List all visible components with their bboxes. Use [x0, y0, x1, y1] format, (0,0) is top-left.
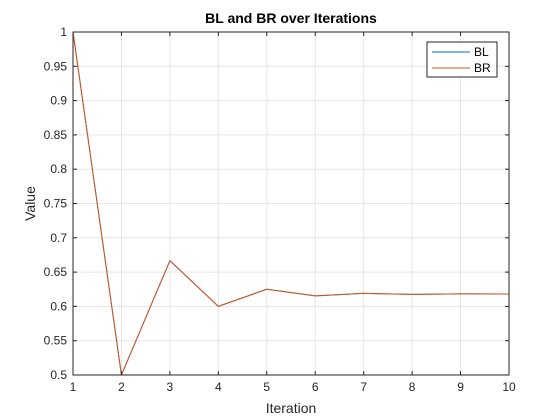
legend: BL BR: [426, 41, 498, 78]
y-tick-label: 0.55: [44, 334, 68, 348]
x-tick-label: 10: [502, 380, 516, 394]
y-tick-label: 0.5: [50, 368, 67, 382]
y-tick-label: 0.6: [50, 299, 67, 313]
y-tick-label: 0.8: [50, 162, 67, 176]
y-tick-label: 0.7: [50, 231, 67, 245]
x-tick-label: 8: [409, 380, 416, 394]
y-tick-label: 0.9: [50, 94, 67, 108]
x-axis-label: Iteration: [266, 400, 317, 416]
tick-labels: 1 2 3 4 5 6 7 8 9 10 0.5 0.55 0.6 0.65 0.7 0.75 0.8 0.85 0…: [44, 25, 516, 394]
x-tick-label: 7: [360, 380, 367, 394]
y-tick-label: 0.75: [44, 197, 68, 211]
x-tick-label: 1: [70, 380, 77, 394]
legend-box: [426, 41, 498, 78]
axis-ticks: [72, 31, 510, 376]
x-tick-label: 6: [312, 380, 319, 394]
legend-label-bl: BL: [474, 45, 489, 59]
series-lines: [72, 31, 510, 376]
chart-title: BL and BR over Iterations: [205, 10, 377, 26]
x-tick-label: 5: [263, 380, 270, 394]
x-tick-label: 4: [215, 380, 222, 394]
x-tick-label: 2: [118, 380, 125, 394]
y-tick-label: 0.65: [44, 265, 68, 279]
y-axis-label: Value: [22, 186, 38, 221]
y-tick-label: 0.85: [44, 128, 68, 142]
series-line-br: [72, 31, 510, 376]
y-tick-label: 0.95: [44, 59, 68, 73]
y-tick-label: 1: [60, 25, 67, 39]
grid: [72, 31, 510, 376]
legend-label-br: BR: [474, 61, 491, 75]
x-tick-label: 9: [457, 380, 464, 394]
x-tick-label: 3: [167, 380, 174, 394]
